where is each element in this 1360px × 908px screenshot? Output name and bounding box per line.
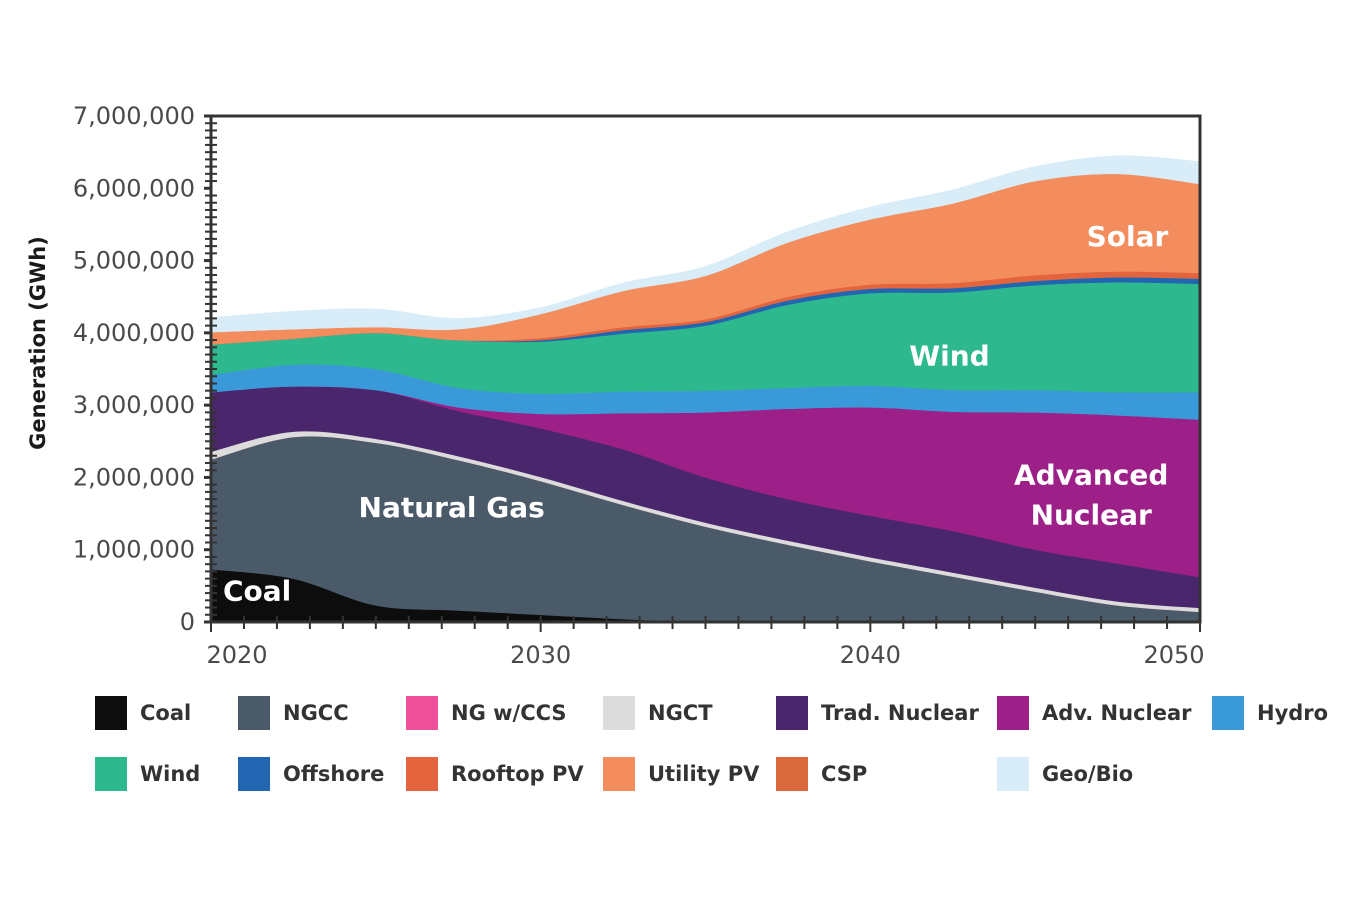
legend-item-ngcc: NGCC [238, 696, 349, 730]
legend-label: Offshore [283, 762, 384, 786]
x-tick-label: 2050 [1143, 641, 1204, 669]
ngct-line-layer [210, 431, 1201, 612]
legend-label: NGCC [283, 701, 349, 725]
x-tick-label: 2020 [206, 641, 267, 669]
y-axis-ticks: 0 1,000,000 2,000,000 3,000,000 4,000,000 5,0… [73, 102, 217, 636]
annotation-natural-gas: Natural Gas [359, 491, 545, 524]
legend-swatch [1212, 696, 1244, 730]
legend-item-adv-nuclear: Adv. Nuclear [997, 696, 1192, 730]
x-axis-ticks: 2020 2030 2040 2050 [206, 616, 1205, 669]
annotation-nuclear: Nuclear [1031, 498, 1152, 531]
legend-label: Utility PV [648, 762, 760, 786]
legend-label: Adv. Nuclear [1042, 701, 1192, 725]
ngct-edge-line [210, 431, 1201, 612]
x-tick-label: 2040 [840, 641, 901, 669]
y-tick-label: 4,000,000 [73, 319, 195, 347]
legend-item-rooftop-pv: Rooftop PV [406, 757, 584, 791]
legend-swatch [406, 757, 438, 791]
y-tick-label: 3,000,000 [73, 391, 195, 419]
y-tick-label: 5,000,000 [73, 247, 195, 275]
legend-label: CSP [821, 762, 867, 786]
stacked-areas [210, 155, 1201, 623]
legend: Coal NGCC NG w/CCS NGCT Trad. Nuclear Adv. Nu… [95, 696, 1328, 791]
legend-label: Hydro [1257, 701, 1328, 725]
legend-swatch [238, 757, 270, 791]
legend-swatch [406, 696, 438, 730]
legend-label: Rooftop PV [451, 762, 584, 786]
legend-label: Coal [140, 701, 191, 725]
legend-item-offshore: Offshore [238, 757, 384, 791]
legend-label: NG w/CCS [451, 701, 567, 725]
legend-item-coal: Coal [95, 696, 191, 730]
legend-label: NGCT [648, 701, 713, 725]
legend-item-ngct: NGCT [603, 696, 713, 730]
legend-swatch [997, 757, 1029, 791]
legend-item-ng-w-ccs: NG w/CCS [406, 696, 567, 730]
legend-swatch [776, 757, 808, 791]
area-annotations: Coal Natural Gas Advanced Nuclear Wind Solar [223, 220, 1169, 607]
annotation-wind: Wind [909, 339, 989, 372]
y-tick-label: 7,000,000 [73, 102, 195, 130]
y-axis-label: Generation (GWh) [26, 236, 50, 450]
annotation-coal: Coal [223, 574, 291, 607]
legend-swatch [238, 696, 270, 730]
legend-swatch [603, 696, 635, 730]
x-tick-label: 2030 [510, 641, 571, 669]
legend-swatch [776, 696, 808, 730]
y-tick-label: 6,000,000 [73, 174, 195, 202]
legend-label: Wind [140, 762, 200, 786]
y-tick-label: 1,000,000 [73, 536, 195, 564]
annotation-advanced: Advanced [1014, 459, 1168, 492]
legend-item-utility-pv: Utility PV [603, 757, 760, 791]
legend-swatch [95, 696, 127, 730]
annotation-solar: Solar [1087, 220, 1169, 253]
legend-item-hydro: Hydro [1212, 696, 1328, 730]
y-tick-label: 2,000,000 [73, 463, 195, 491]
legend-label: Trad. Nuclear [821, 701, 979, 725]
legend-item-csp: CSP [776, 757, 867, 791]
legend-swatch [603, 757, 635, 791]
legend-item-trad-nuclear: Trad. Nuclear [776, 696, 979, 730]
legend-label: Geo/Bio [1042, 762, 1133, 786]
legend-item-wind: Wind [95, 757, 200, 791]
y-tick-label: 0 [180, 608, 195, 636]
legend-swatch [997, 696, 1029, 730]
legend-swatch [95, 757, 127, 791]
legend-item-geo-bio: Geo/Bio [997, 757, 1133, 791]
